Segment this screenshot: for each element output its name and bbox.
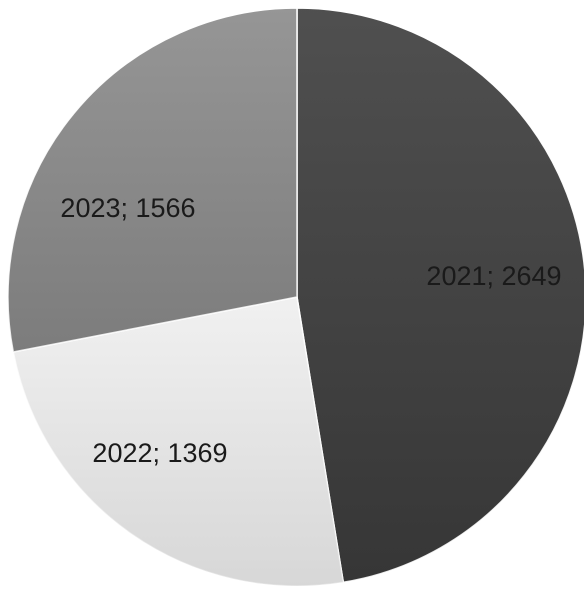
pie-labels: 2021; 2649 2022; 1369 2023; 1566 xyxy=(60,193,561,468)
slice-label-2021: 2021; 2649 xyxy=(426,261,561,291)
pie-slices xyxy=(7,7,584,587)
pie-slice-shading-2021 xyxy=(297,8,584,583)
slice-label-2023: 2023; 1566 xyxy=(60,193,195,223)
pie-slice-shading-2022 xyxy=(13,297,344,587)
slice-label-2022: 2022; 1369 xyxy=(92,438,227,468)
pie-slice-shading-2023 xyxy=(7,8,297,352)
